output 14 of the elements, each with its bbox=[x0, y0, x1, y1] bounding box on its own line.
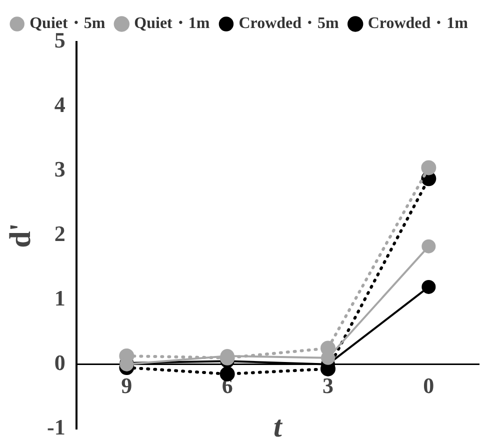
legend-label: Quiet・1m bbox=[134, 15, 210, 32]
y-tick-label: 4 bbox=[54, 92, 66, 118]
y-tick-label: 1 bbox=[54, 286, 66, 311]
legend-label: Crowded・5m bbox=[238, 15, 340, 32]
y-tick-label: 3 bbox=[54, 156, 66, 182]
x-tick-label: 0 bbox=[423, 373, 434, 398]
legend-label: Crowded・1m bbox=[368, 15, 469, 32]
x-tick-label: 3 bbox=[322, 373, 334, 398]
x-axis-title: t bbox=[273, 410, 284, 444]
y-axis-title: d' bbox=[4, 222, 37, 248]
y-tick-label: -1 bbox=[47, 414, 66, 440]
y-tick-label: 2 bbox=[54, 221, 66, 246]
y-tick-label: 0 bbox=[54, 350, 66, 376]
x-tick-label: 9 bbox=[121, 373, 132, 398]
